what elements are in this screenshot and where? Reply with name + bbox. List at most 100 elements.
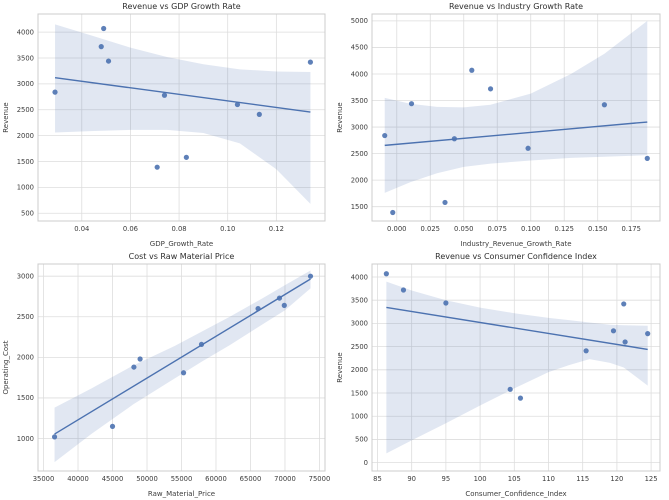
x-tick-label: 50000 [136,475,158,483]
y-tick-label: 5000 [351,17,368,25]
x-tick-label: 0.12 [269,225,284,233]
chart-title: Revenue vs GDP Growth Rate [122,2,240,11]
data-point [255,306,261,312]
x-tick-label: 0.000 [387,225,406,233]
plot-background [334,250,669,500]
y-tick-label: 0 [364,459,368,467]
data-point [451,136,457,142]
data-point [390,209,396,216]
x-tick-label: 55000 [171,475,193,483]
x-tick-label: 70000 [274,475,296,483]
chart-revenue-vs-industry-growth-rate: 0.000 0.025 0.050 0.075 0.100 0.125 0.150 0.175… [334,0,669,250]
y-tick-label: 2000 [351,176,368,184]
x-tick-label: 35000 [33,475,55,483]
data-point [281,302,287,308]
plot-background [0,0,334,250]
x-tick-label: 40000 [67,475,89,483]
data-point [383,271,389,277]
x-tick-label: 85 [373,475,382,483]
data-point [98,44,104,50]
data-point [517,395,524,401]
x-tick-label: 0.050 [454,225,473,233]
y-tick-label: 2000 [17,354,34,362]
y-tick-label: 2500 [17,313,34,321]
data-point [583,348,589,354]
data-point [307,273,314,279]
x-tick-label: 75000 [309,475,331,483]
data-point [154,164,160,170]
x-tick-label: 0.125 [554,225,573,233]
axes-border [371,263,661,472]
data-point [183,154,189,160]
x-tick-label: 0.06 [123,225,138,233]
plot-background [0,250,334,500]
x-tick-label: 60000 [205,475,227,483]
x-tick-label: 105 [508,475,521,483]
chart-title: Revenue vs Consumer Confidence Index [435,252,597,261]
data-point [137,356,143,362]
x-tick-label: 65000 [240,475,262,483]
y-tick-label: 4000 [351,273,368,281]
plot-area [51,270,314,463]
confidence-band [55,24,311,204]
y-axis-label: Operating_Cost [2,340,10,394]
x-tick-label: 0.150 [588,225,607,233]
y-axis-label: Revenue [336,102,344,133]
data-point [131,364,137,370]
y-tick-label: 3500 [351,97,368,105]
regression-line [384,121,648,147]
data-point [234,101,241,108]
data-point [105,58,112,64]
x-tick-label: 90 [407,475,416,483]
y-tick-label: 3500 [17,54,34,62]
y-tick-label: 2500 [351,343,368,351]
y-tick-label: 500 [21,210,34,218]
data-point [101,25,107,32]
confidence-band [386,281,648,454]
data-point [51,434,58,440]
x-tick-label: 0.175 [621,225,640,233]
data-point [622,339,628,345]
data-point [644,155,650,161]
data-point [443,300,449,306]
x-tick-label: 0.04 [74,225,89,233]
data-point [645,331,651,337]
scatter-plot-revenue-confidence: 85 90 95 100 105 110 115 120 125 0 500 1000 1500 2000… [334,250,669,500]
data-point [307,59,314,65]
scatter-plot-revenue-industry: 0.000 0.025 0.050 0.075 0.100 0.125 0.150 0.175… [334,0,669,250]
x-tick-label: 0.08 [171,225,186,233]
data-point [382,132,388,139]
data-point [408,101,415,107]
chart-revenue-vs-consumer-confidence: 85 90 95 100 105 110 115 120 125 0 500 1000 1500 2000… [334,250,669,500]
data-point [276,295,283,301]
axes-border [371,13,661,222]
data-point [161,92,168,98]
scatter-plot-cost-raw-material: 35000 40000 45000 50000 55000 60000 65000 70000… [0,250,334,500]
y-tick-label: 3000 [351,320,368,328]
data-point [180,370,187,376]
y-tick-label: 4500 [351,44,368,52]
axes-border [37,13,326,222]
x-axis-label: GDP_Growth_Rate [150,240,213,248]
regression-line [386,306,648,351]
y-tick-label: 4000 [17,28,34,36]
x-tick-label: 45000 [102,475,124,483]
data-point [525,145,531,151]
y-tick-label: 3500 [351,297,368,305]
y-tick-label: 3000 [17,80,34,88]
y-tick-label: 2000 [351,366,368,374]
data-point [601,102,608,108]
chart-cost-vs-raw-material-price: 35000 40000 45000 50000 55000 60000 65000 70000… [0,250,334,500]
data-point [507,386,513,392]
y-tick-label: 2000 [17,132,34,140]
x-tick-label: 0.100 [521,225,540,233]
x-axis-label: Industry_Revenue_Growth_Rate [460,240,571,248]
x-tick-label: 0.025 [421,225,440,233]
y-tick-label: 4000 [351,70,368,78]
y-tick-label: 3000 [351,123,368,131]
plot-area [382,20,650,216]
data-point [52,89,58,95]
y-tick-label: 500 [355,436,368,444]
chart-revenue-vs-gdp-growth-rate: 0.04 0.06 0.08 0.10 0.12 500 1000 1500 2000 2500 3… [0,0,334,250]
